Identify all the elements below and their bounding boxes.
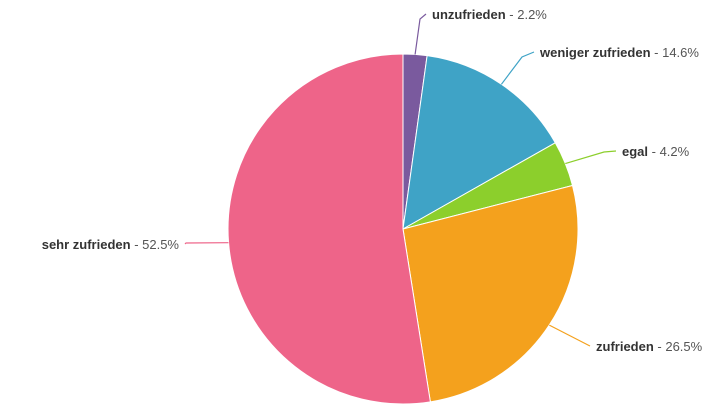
leader-lines xyxy=(184,13,617,347)
pie-slice-weniger-zufrieden xyxy=(402,55,556,230)
pie-slice-sehr-zufrieden xyxy=(227,53,431,405)
slice-label-egal: egal - 4.2% xyxy=(622,144,690,159)
pie-slices xyxy=(227,53,579,405)
leader-line-zufrieden xyxy=(549,324,591,347)
slice-labels: unzufrieden - 2.2% weniger zufrieden - 14… xyxy=(42,7,703,354)
slice-label-unzufrieden: unzufrieden - 2.2% xyxy=(432,7,547,22)
slice-label-sehr-zufrieden: sehr zufrieden - 52.5% xyxy=(42,237,180,252)
leader-line-egal xyxy=(565,150,617,165)
leader-line-sehr-zufrieden xyxy=(184,242,229,245)
slice-label-weniger-zufrieden: weniger zufrieden - 14.6% xyxy=(539,45,699,60)
slice-label-zufrieden: zufrieden - 26.5% xyxy=(596,339,703,354)
leader-line-weniger-zufrieden xyxy=(500,51,535,85)
leader-line-unzufrieden xyxy=(414,13,427,55)
pie-slice-zufrieden xyxy=(402,184,579,403)
